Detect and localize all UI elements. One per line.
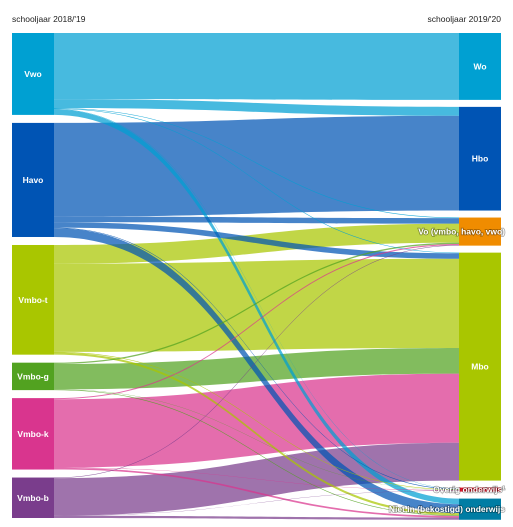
source-node-label-vmbob: Vmbo-b xyxy=(17,493,49,503)
target-node-label-wo: Wo xyxy=(473,61,486,71)
source-node-label-vwo: Vwo xyxy=(24,69,41,79)
source-node-label-havo: Havo xyxy=(23,175,44,185)
target-node-mbo xyxy=(459,252,501,481)
target-node-label-niet: Niet in (bekostigd) onderwijs xyxy=(389,504,505,514)
source-node-vmbob xyxy=(12,477,54,518)
target-node-label-vo: Vo (vmbo, havo, vwo) xyxy=(418,227,505,237)
target-node-vo xyxy=(459,217,501,246)
flow-vmbok-to-mbo xyxy=(54,373,459,468)
flow-vwo-to-niet xyxy=(54,109,459,505)
node-labels: Vwo Havo Vmbo-t Vmbo-g Vmbo-k Vmbo-b Wo Hbo Vo (… xyxy=(17,61,506,515)
source-node-vmbog xyxy=(12,362,54,391)
source-node-label-vmbog: Vmbo-g xyxy=(17,371,49,381)
flow-vmbot-to-niet xyxy=(54,352,459,516)
flow-vmbog-to-vo xyxy=(54,242,459,364)
target-node-overig xyxy=(459,487,501,492)
flow-vmbok-to-overig xyxy=(54,467,459,491)
flow-vwo-to-mbo xyxy=(54,108,459,254)
flow-havo-to-hbo xyxy=(54,115,459,217)
flow-vmbot-to-vo xyxy=(54,223,459,264)
target-node-label-hbo: Hbo xyxy=(472,154,489,164)
flow-vmbok-to-niet xyxy=(54,467,459,518)
flow-vwo-to-vo xyxy=(54,107,459,219)
flow-vmbob-to-niet xyxy=(54,515,459,520)
source-node-vwo xyxy=(12,33,54,115)
target-node-wo xyxy=(459,33,501,100)
flow-vmbob-to-overig xyxy=(54,490,459,516)
flow-vwo-to-overig xyxy=(54,109,459,489)
flow-vwo-to-wo xyxy=(54,33,459,100)
target-node-hbo xyxy=(459,106,501,211)
flow-vmbog-to-niet xyxy=(54,389,459,516)
flow-havo-to-overig xyxy=(54,227,459,490)
flow-vmbog-to-overig xyxy=(54,389,459,491)
source-node-vmbot xyxy=(12,244,54,355)
flow-vmbok-to-vo xyxy=(54,243,459,400)
flow-links xyxy=(54,33,459,520)
flow-vwo-to-hbo xyxy=(54,99,459,116)
flow-havo-to-niet xyxy=(54,228,459,514)
nodes xyxy=(12,33,501,520)
source-year-label: schooljaar 2018/'19 xyxy=(12,14,86,24)
flow-vmbob-to-vo xyxy=(54,245,459,479)
flow-havo-to-mbo xyxy=(54,222,459,259)
source-node-havo xyxy=(12,122,54,237)
source-node-label-vmbot: Vmbo-t xyxy=(18,295,47,305)
flow-vmbot-to-overig xyxy=(54,351,459,490)
target-node-niet xyxy=(459,498,501,520)
flow-havo-to-vo xyxy=(54,216,459,224)
source-node-vmbok xyxy=(12,398,54,470)
target-node-label-mbo: Mbo xyxy=(471,362,488,372)
target-node-label-overig: Overig onderwijs¹ xyxy=(433,485,505,495)
target-year-label: schooljaar 2019/'20 xyxy=(427,14,501,24)
source-node-label-vmbok: Vmbo-k xyxy=(17,429,48,439)
